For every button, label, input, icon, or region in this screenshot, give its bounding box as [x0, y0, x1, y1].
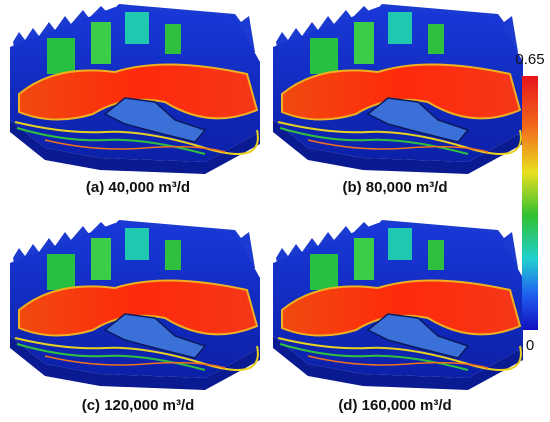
- colorbar-min-label: 0: [526, 337, 534, 354]
- panel-caption: (c) 120,000 m³/d: [82, 397, 195, 414]
- panel-caption: (d) 160,000 m³/d: [338, 397, 451, 414]
- panel-c: [9, 219, 261, 391]
- panel-b: [272, 3, 524, 175]
- colorbar: [522, 76, 538, 330]
- colorbar-max-label: 0.65: [515, 51, 544, 68]
- panel-a: [9, 3, 261, 175]
- panel-caption: (a) 40,000 m³/d: [86, 179, 190, 196]
- panel-caption: (b) 80,000 m³/d: [342, 179, 447, 196]
- panel-d: [272, 219, 524, 391]
